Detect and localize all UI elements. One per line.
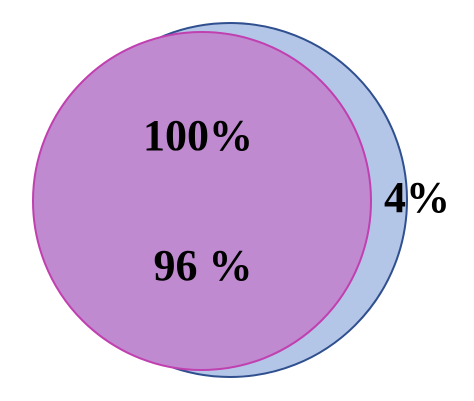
outer-total-label: 100%	[143, 111, 253, 160]
inner-circle	[32, 31, 372, 371]
inner-share-label: 96 %	[154, 241, 253, 290]
crescent-share-label: 4%	[384, 173, 450, 222]
